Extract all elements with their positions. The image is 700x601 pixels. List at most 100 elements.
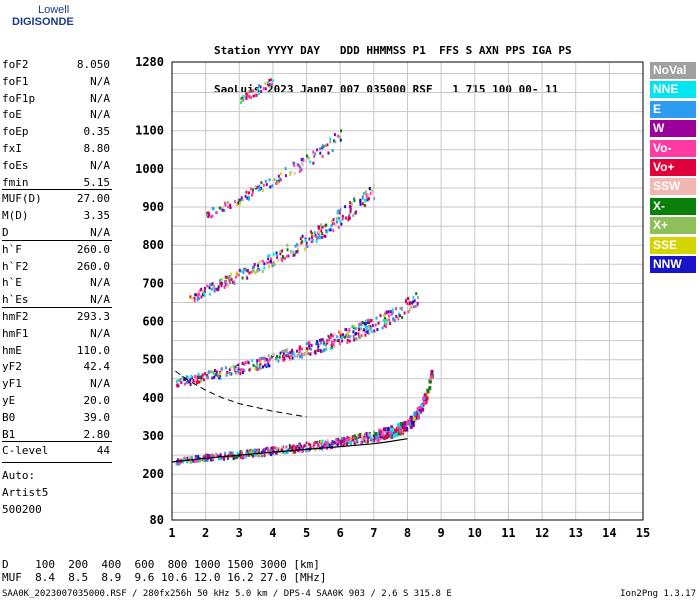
- echo-point: [246, 276, 249, 280]
- echo-point: [412, 305, 415, 309]
- echo-point: [259, 363, 262, 366]
- echo-point: [413, 411, 417, 416]
- echo-point: [206, 375, 209, 379]
- echo-point: [335, 438, 338, 441]
- autoscaling-line2: Artist5: [2, 486, 49, 500]
- echo-point: [423, 401, 427, 405]
- param-label: M(D): [2, 209, 29, 223]
- legend-item-nne: NNE: [650, 81, 696, 99]
- param-label: MUF(D): [2, 192, 42, 206]
- echo-point: [409, 421, 413, 426]
- echo-point: [228, 368, 231, 371]
- echo-point: [305, 349, 308, 353]
- echo-point: [421, 407, 425, 412]
- echo-point: [341, 217, 344, 221]
- echo-point: [367, 332, 370, 336]
- echo-point: [200, 287, 203, 291]
- echo-point: [231, 451, 234, 455]
- echo-point: [248, 271, 251, 275]
- echo-point: [276, 452, 279, 455]
- echo-point: [282, 448, 285, 452]
- echo-point: [342, 333, 344, 337]
- echo-point: [337, 437, 340, 441]
- echo-point: [232, 364, 235, 368]
- echo-point: [348, 329, 351, 333]
- echo-point: [325, 223, 328, 227]
- echo-point: [253, 263, 256, 266]
- echo-point: [336, 443, 339, 447]
- echo-point: [225, 279, 227, 283]
- echo-point: [316, 342, 319, 346]
- echo-point: [395, 307, 397, 311]
- echo-point: [368, 433, 371, 436]
- echo-point: [211, 370, 214, 374]
- echo-point: [259, 453, 262, 457]
- echo-point: [340, 441, 343, 445]
- echo-point: [277, 359, 280, 363]
- echo-point: [254, 271, 257, 275]
- echo-point: [414, 304, 417, 308]
- echo-point: [268, 452, 271, 456]
- echo-point: [364, 198, 367, 202]
- echo-point: [271, 358, 274, 361]
- echo-point: [383, 314, 385, 317]
- echo-point: [233, 200, 236, 204]
- echo-point: [217, 374, 220, 378]
- param-value: 8.050: [76, 58, 110, 71]
- param-label: fmin: [2, 175, 29, 189]
- echo-point: [219, 453, 222, 457]
- echo-point: [266, 254, 269, 258]
- echo-point: [369, 326, 372, 330]
- echo-point: [305, 159, 308, 163]
- echo-point: [211, 456, 214, 460]
- param-row-yf2: yF2 42.4: [2, 360, 110, 373]
- echo-point: [257, 92, 260, 96]
- autoscaling-line3: 500200: [2, 503, 42, 517]
- param-label: foF1: [2, 74, 29, 88]
- echo-point: [341, 439, 344, 443]
- param-separator: [2, 189, 112, 191]
- echo-point: [318, 234, 321, 238]
- echo-point: [322, 225, 325, 229]
- echo-point: [309, 443, 312, 447]
- echo-point: [366, 198, 369, 202]
- echo-point: [383, 324, 386, 328]
- echo-point: [287, 352, 290, 356]
- echo-point: [247, 90, 250, 94]
- x-tick-label: 2: [202, 526, 209, 540]
- echo-point: [189, 295, 192, 299]
- echo-point: [316, 442, 319, 446]
- echo-point: [378, 434, 382, 439]
- echo-point: [201, 375, 204, 379]
- echo-point: [339, 138, 342, 142]
- echo-point: [293, 450, 295, 454]
- echo-point: [236, 370, 239, 374]
- echo-point: [296, 163, 299, 167]
- echo-point: [283, 358, 286, 362]
- echo-point: [364, 325, 367, 329]
- echo-point: [215, 373, 218, 377]
- echo-point: [259, 366, 262, 370]
- echo-point: [200, 295, 203, 299]
- echo-point: [227, 205, 230, 209]
- echo-point: [240, 99, 243, 103]
- echo-point: [268, 357, 271, 361]
- echo-point: [243, 369, 246, 373]
- echo-point: [240, 198, 243, 201]
- echo-point: [337, 225, 340, 229]
- echo-point: [348, 213, 351, 217]
- echo-point: [230, 277, 233, 281]
- echo-point: [274, 446, 277, 450]
- param-value: N/A: [90, 74, 110, 88]
- echo-point: [361, 320, 364, 324]
- echo-point: [298, 169, 301, 173]
- echo-point: [268, 79, 271, 82]
- echo-point: [211, 214, 214, 218]
- echo-point: [265, 358, 268, 362]
- echo-point: [250, 448, 253, 452]
- echo-point: [215, 370, 218, 374]
- legend-item-e: E: [650, 100, 696, 118]
- echo-point: [214, 369, 216, 373]
- echo-point: [322, 349, 325, 353]
- echo-point: [365, 193, 368, 197]
